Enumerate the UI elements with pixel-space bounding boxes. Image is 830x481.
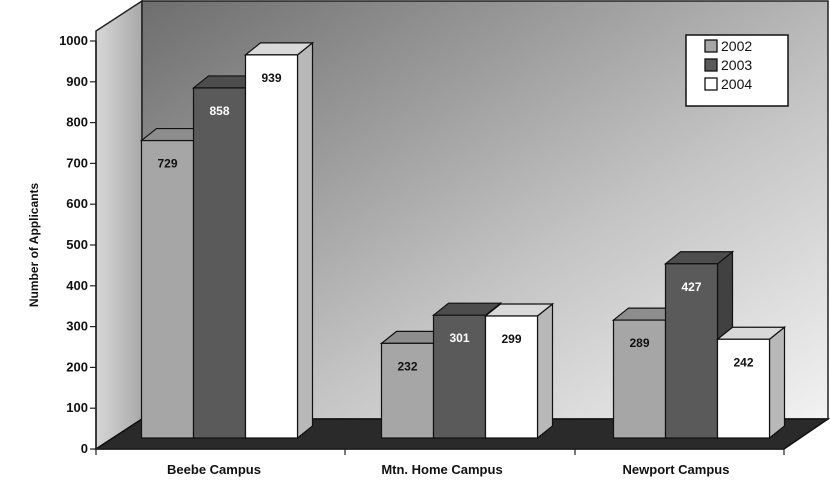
- bar: 301: [431, 301, 503, 440]
- legend-label: 2003: [721, 57, 752, 73]
- data-label: 289: [629, 336, 649, 350]
- x-axis: Beebe Campus Mtn. Home Campus Newport Camp…: [95, 448, 785, 477]
- bar-side: [536, 302, 554, 440]
- y-axis-title: Number of Applicants: [27, 183, 41, 308]
- y-axis: 0 100 200 300 400 500 600 700 800 900 1000: [59, 33, 97, 456]
- y-tick-label: 1000: [59, 33, 88, 48]
- bar: 242: [715, 326, 787, 440]
- y-tick-label: 700: [66, 155, 88, 170]
- data-label: 427: [681, 280, 701, 294]
- data-label: 242: [733, 355, 753, 369]
- legend-label: 2004: [721, 76, 752, 92]
- data-label: 299: [501, 332, 521, 346]
- y-tick-label: 300: [66, 319, 88, 334]
- y-tick-label: 200: [66, 359, 88, 374]
- bar-front: [664, 263, 719, 439]
- x-category-label: Mtn. Home Campus: [381, 462, 502, 477]
- bar-front: [612, 319, 667, 439]
- legend: 2002 2003 2004: [685, 34, 789, 107]
- x-category-label: Newport Campus: [623, 462, 730, 477]
- side-wall: [95, 0, 143, 451]
- bar-front: [432, 314, 487, 439]
- y-tick-label: 600: [66, 196, 88, 211]
- bar-side: [296, 41, 314, 440]
- bar-front: [380, 342, 435, 439]
- legend-swatch: [704, 39, 718, 53]
- y-tick-label: 800: [66, 115, 88, 130]
- data-label: 939: [261, 71, 281, 85]
- y-tick-label: 0: [81, 441, 88, 456]
- bar: 299: [483, 302, 555, 440]
- bar-group: 232 301 299: [379, 301, 555, 440]
- bar-front: [244, 54, 299, 439]
- data-label: 301: [449, 331, 469, 345]
- data-label: 232: [397, 359, 417, 373]
- y-tick-label: 900: [66, 74, 88, 89]
- y-tick-label: 100: [66, 400, 88, 415]
- bars: 729 858 939 232 301 299 289 427 242: [139, 41, 787, 440]
- bar-front: [192, 87, 247, 439]
- data-label: 858: [209, 104, 229, 118]
- y-tick-label: 500: [66, 237, 88, 252]
- y-tick-label: 400: [66, 278, 88, 293]
- legend-swatch: [704, 77, 718, 91]
- legend-label: 2002: [721, 38, 752, 54]
- bar: 939: [243, 41, 315, 440]
- bar-front: [140, 139, 195, 439]
- legend-box: [685, 34, 789, 107]
- bar-front: [484, 315, 539, 439]
- data-label: 729: [157, 157, 177, 171]
- bar-front: [716, 338, 771, 439]
- bar-group: 729 858 939: [139, 41, 315, 440]
- bar-side: [768, 326, 786, 440]
- legend-swatch: [704, 58, 718, 72]
- x-category-label: Beebe Campus: [167, 462, 261, 477]
- bar-group: 289 427 242: [611, 250, 787, 440]
